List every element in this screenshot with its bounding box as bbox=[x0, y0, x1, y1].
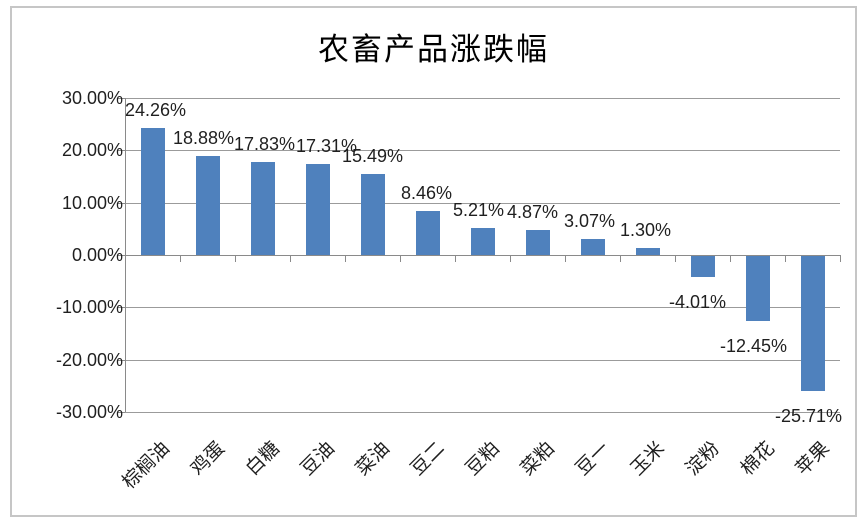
gridline bbox=[125, 98, 840, 99]
x-axis-category-label: 玉米 bbox=[626, 437, 669, 480]
bar bbox=[470, 227, 495, 255]
bar-value-label: 24.26% bbox=[124, 100, 187, 121]
x-axis-line bbox=[125, 255, 840, 256]
x-axis-tick bbox=[125, 255, 126, 262]
x-axis-category-label: 鸡蛋 bbox=[186, 437, 229, 480]
bar bbox=[745, 256, 770, 322]
x-axis-category-label: 白糖 bbox=[241, 437, 284, 480]
x-axis-tick bbox=[620, 255, 621, 262]
x-axis-tick bbox=[675, 255, 676, 262]
y-axis-label: -20.00% bbox=[55, 349, 123, 370]
x-axis-category-label: 豆油 bbox=[296, 437, 339, 480]
x-axis-tick bbox=[840, 255, 841, 262]
x-axis-category-label: 棉花 bbox=[736, 437, 779, 480]
x-axis-category-label: 淀粉 bbox=[681, 437, 724, 480]
y-axis-tick bbox=[117, 411, 125, 413]
x-axis-tick bbox=[180, 255, 181, 262]
bar-value-label: -4.01% bbox=[668, 291, 727, 312]
x-axis-tick bbox=[730, 255, 731, 262]
bar-value-label: -12.45% bbox=[719, 336, 788, 357]
y-axis-tick bbox=[117, 255, 125, 256]
x-axis-category-label: 豆二 bbox=[406, 437, 449, 480]
chart-frame: 农畜产品涨跌幅 30.00% 20.00% 10.00% 0.00% -10.00% -2… bbox=[10, 6, 857, 517]
plot-area: 30.00% 20.00% 10.00% 0.00% -10.00% -20.00% -30… bbox=[12, 8, 855, 515]
bar-value-label: -25.71% bbox=[774, 405, 843, 426]
gridline bbox=[125, 150, 840, 152]
bar bbox=[690, 256, 715, 277]
x-axis-tick bbox=[235, 255, 236, 262]
x-axis-tick bbox=[455, 255, 456, 262]
gridline bbox=[125, 359, 840, 361]
y-axis-tick bbox=[117, 150, 125, 152]
bar-value-label: 5.21% bbox=[452, 199, 505, 220]
y-axis-label: 0.00% bbox=[71, 245, 123, 265]
bar-value-label: 17.31% bbox=[295, 136, 358, 157]
x-axis-category-label: 豆一 bbox=[571, 437, 614, 480]
bar-value-label: 3.07% bbox=[563, 210, 616, 231]
bar bbox=[415, 210, 440, 255]
y-axis-tick bbox=[117, 202, 125, 204]
y-axis-label: -10.00% bbox=[55, 297, 123, 318]
bar bbox=[360, 173, 385, 255]
y-axis-tick bbox=[117, 307, 125, 309]
bar-value-label: 18.88% bbox=[172, 128, 235, 149]
bar bbox=[195, 156, 220, 255]
y-axis-label: -30.00% bbox=[55, 401, 123, 422]
x-axis-tick bbox=[290, 255, 291, 262]
y-axis-label: 30.00% bbox=[61, 88, 123, 108]
x-axis-tick bbox=[345, 255, 346, 262]
y-axis-tick bbox=[117, 98, 125, 99]
x-axis-tick bbox=[785, 255, 786, 262]
bar bbox=[580, 238, 605, 255]
x-axis-tick bbox=[565, 255, 566, 262]
y-axis-label: 20.00% bbox=[61, 140, 123, 161]
gridline bbox=[125, 202, 840, 204]
x-axis-tick bbox=[400, 255, 401, 262]
bar-value-label: 4.87% bbox=[506, 201, 559, 222]
gridline bbox=[125, 411, 840, 413]
x-axis-category-label: 菜粕 bbox=[516, 437, 559, 480]
y-axis-tick bbox=[117, 359, 125, 361]
bar-value-label: 1.30% bbox=[619, 220, 672, 241]
chart-title: 农畜产品涨跌幅 bbox=[318, 32, 549, 67]
x-axis-category-label: 菜油 bbox=[351, 437, 394, 480]
y-axis-label: 10.00% bbox=[61, 192, 123, 213]
bar bbox=[525, 229, 550, 255]
x-axis-category-label: 苹果 bbox=[791, 437, 834, 480]
bar bbox=[140, 128, 165, 255]
y-axis-line bbox=[125, 98, 126, 412]
x-axis-category-label: 豆粕 bbox=[461, 437, 504, 480]
bar-value-label: 17.83% bbox=[233, 133, 296, 154]
bar bbox=[800, 256, 825, 391]
x-axis-tick bbox=[510, 255, 511, 262]
bar bbox=[250, 161, 275, 255]
bar bbox=[305, 164, 330, 255]
bar-value-label: 8.46% bbox=[400, 182, 453, 203]
gridline bbox=[125, 307, 840, 309]
bar-value-label: 15.49% bbox=[341, 145, 404, 166]
x-axis-category-label: 棕榈油 bbox=[118, 437, 174, 494]
bar bbox=[635, 248, 660, 255]
